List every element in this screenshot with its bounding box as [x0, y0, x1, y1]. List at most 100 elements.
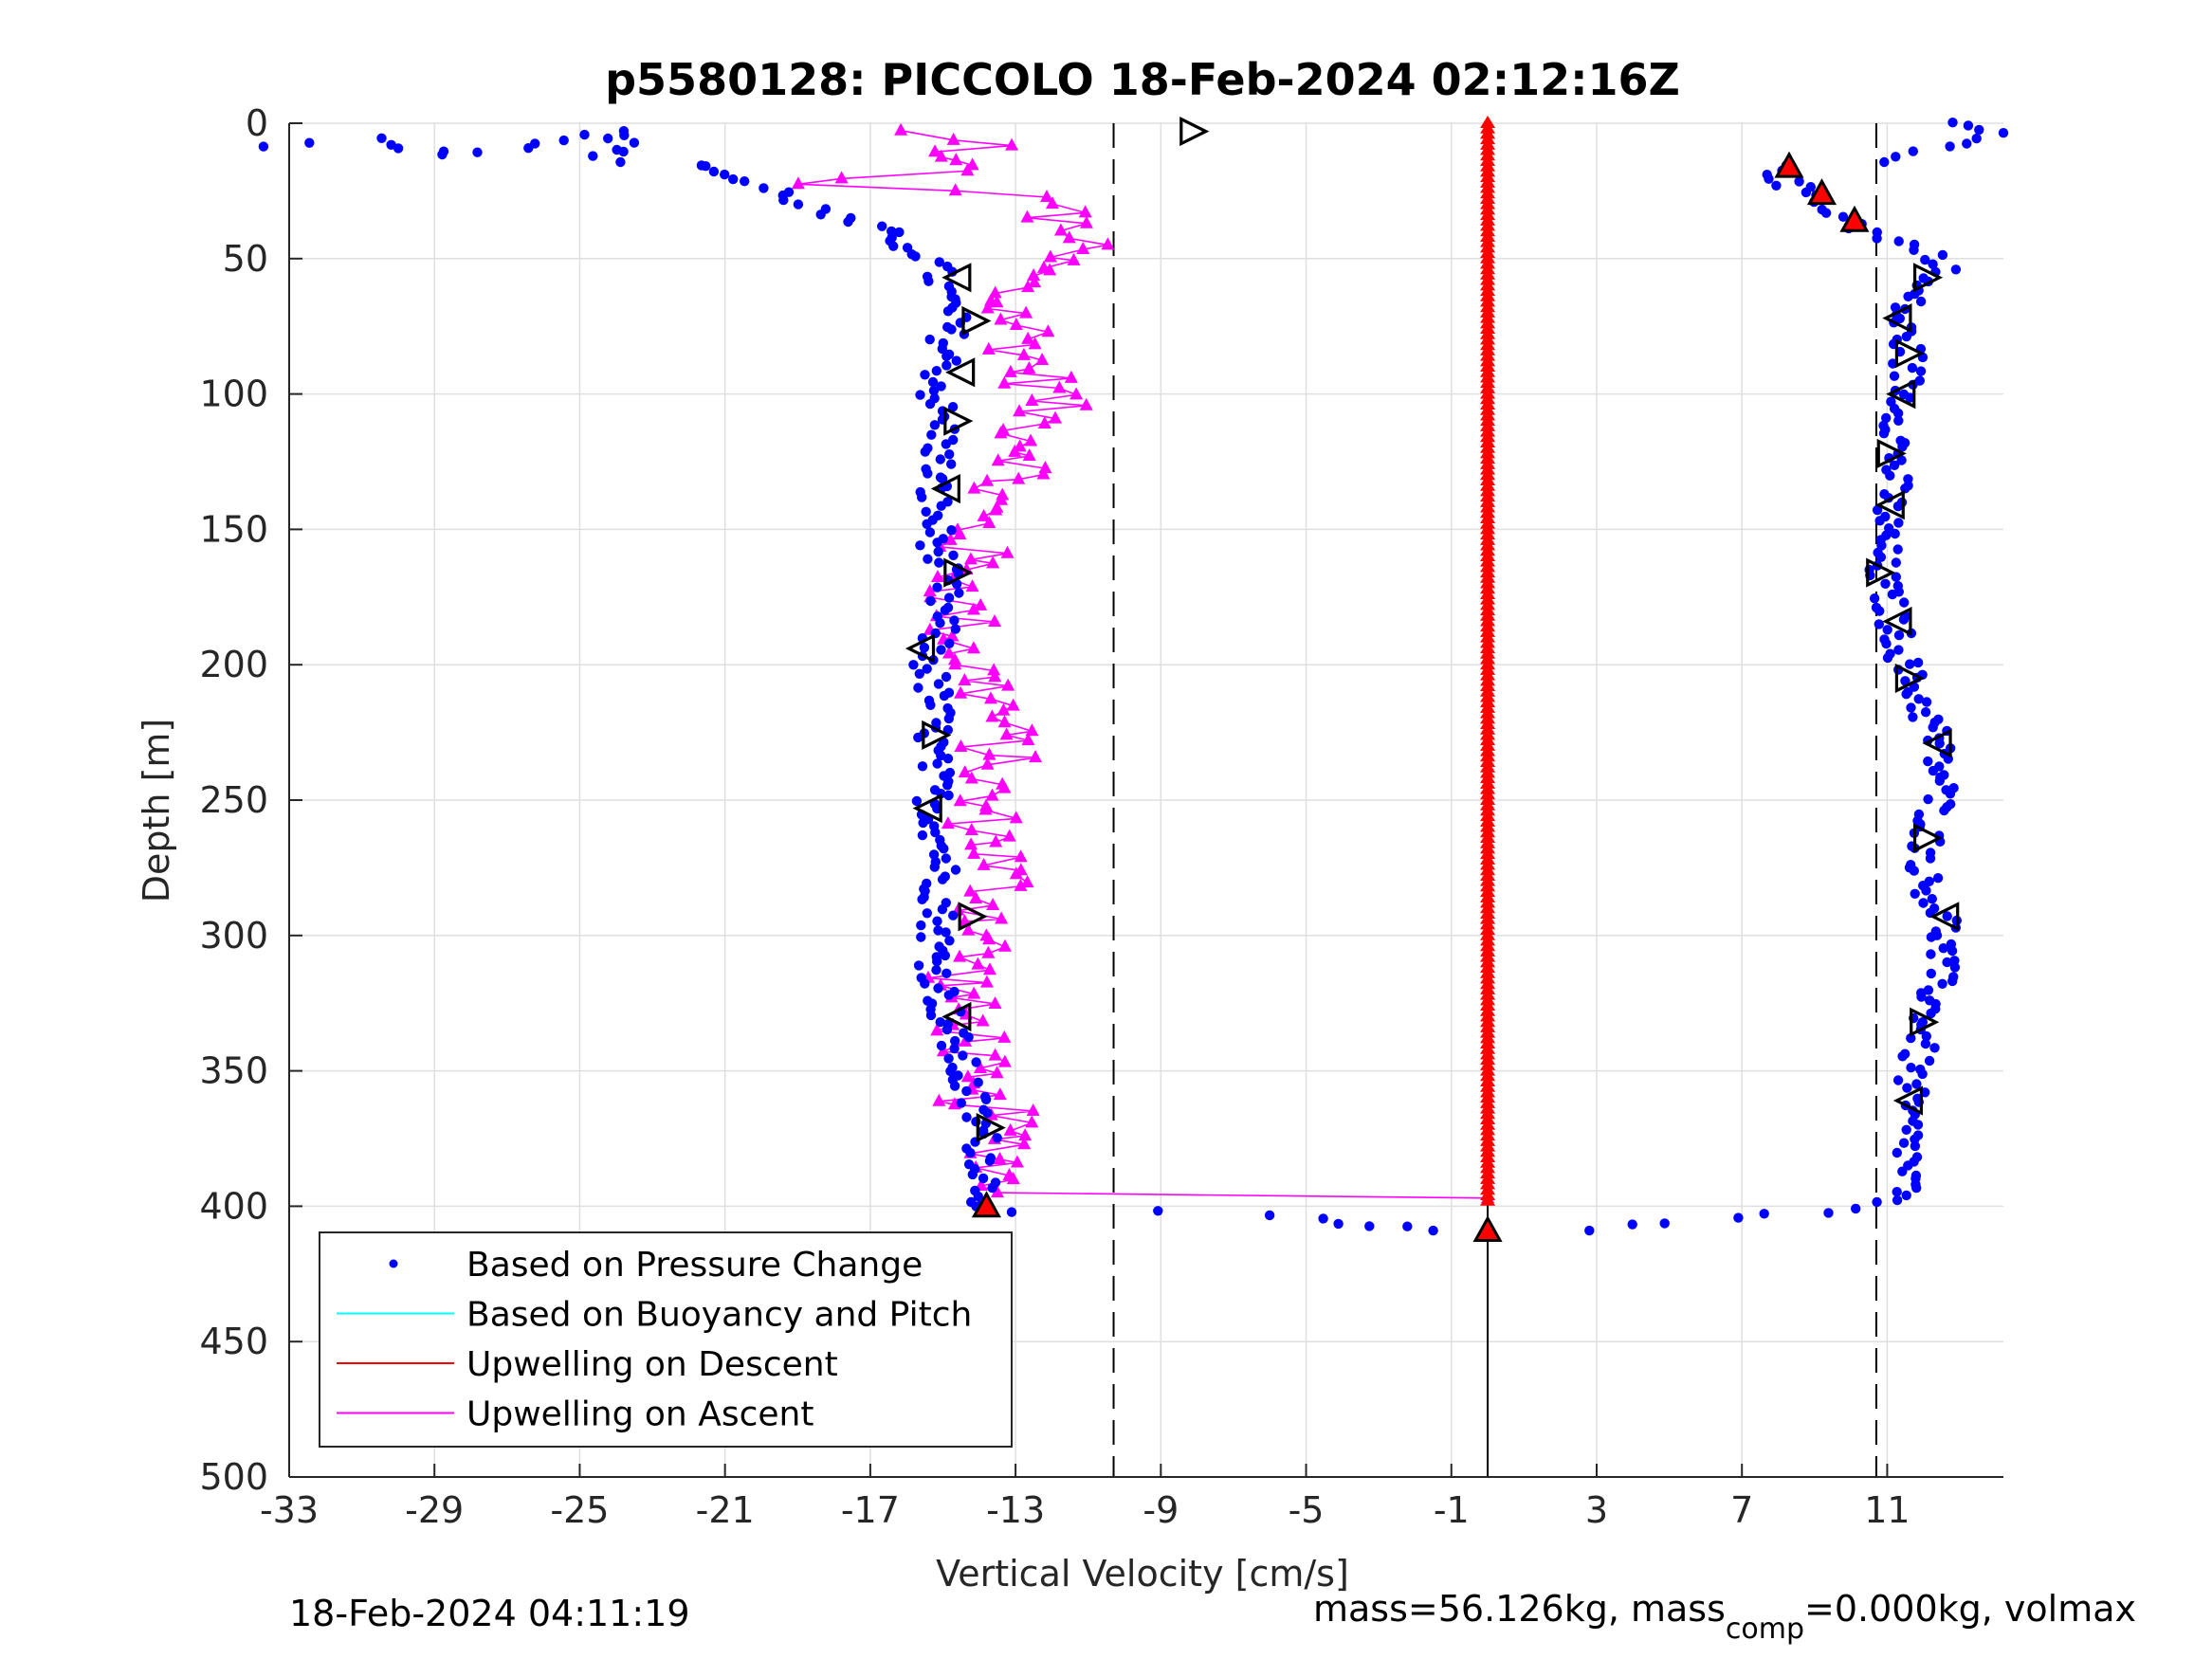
pressure-change-point: [1945, 789, 1956, 799]
pressure-change-point: [978, 1173, 989, 1184]
pressure-change-point: [1911, 1079, 1922, 1089]
pressure-change-point: [1878, 428, 1890, 439]
pressure-change-point: [1891, 557, 1902, 568]
upwelling-ascent-point: [988, 995, 1002, 1009]
pressure-change-point: [1906, 702, 1916, 713]
pressure-change-point: [1962, 138, 1972, 149]
pressure-change-point: [932, 758, 942, 769]
pressure-change-point: [947, 402, 959, 412]
pressure-change-point: [932, 956, 942, 967]
chart-title: p5580128: PICCOLO 18-Feb-2024 02:12:16Z: [605, 54, 1680, 105]
upwelling-ascent-point: [949, 153, 963, 166]
pressure-change-point: [894, 227, 905, 238]
upwelling-ascent-point: [1018, 1128, 1033, 1141]
pressure-change-point: [913, 960, 924, 971]
pressure-change-point: [1947, 118, 1958, 128]
pressure-change-point: [1913, 694, 1924, 704]
x-tick-label: -17: [841, 1489, 900, 1531]
pressure-change-point: [1882, 625, 1892, 635]
pressure-change-point: [922, 519, 932, 529]
upwelling-ascent-point: [985, 709, 999, 722]
upwelling-ascent-point: [941, 816, 955, 830]
descent-triangle-marker: [941, 1001, 972, 1032]
upwelling-ascent-point: [1021, 280, 1035, 293]
pressure-change-point: [943, 1053, 954, 1064]
footer-mass-info: mass=56.126kg, masscomp=0.000kg, volmax: [1313, 1588, 2136, 1646]
upwelling-ascent-point: [1013, 404, 1027, 417]
pressure-change-point: [1893, 629, 1905, 641]
descent-triangle-marker: [941, 263, 972, 293]
upwelling-ascent-point: [932, 1093, 946, 1106]
ascent-triangle-marker: [1882, 303, 1912, 334]
upwelling-ascent-point: [994, 312, 1008, 325]
upwelling-ascent-point: [966, 641, 980, 654]
pressure-change-point: [1947, 945, 1958, 957]
pressure-change-point: [1998, 128, 2009, 138]
y-tick-label: 500: [199, 1456, 268, 1498]
pressure-change-point: [941, 351, 952, 361]
pressure-change-point: [935, 454, 945, 465]
upwelling-ascent-point: [974, 597, 988, 611]
upwelling-ascent-point: [1079, 215, 1093, 228]
upwelling-ascent-point: [987, 663, 1001, 676]
pressure-change-point: [1918, 898, 1929, 908]
x-tick-label: -9: [1143, 1489, 1179, 1531]
pressure-change-point: [941, 360, 952, 371]
upwelling-ascent-point: [973, 1060, 987, 1073]
pressure-change-point: [942, 780, 953, 791]
upwelling-ascent-point: [988, 1048, 1002, 1061]
upwelling-ascent-point: [988, 669, 1002, 683]
upwelling-ascent-point: [1037, 416, 1051, 429]
ascent-triangle-marker: [1922, 728, 1952, 758]
upwelling-ascent-point: [967, 481, 981, 494]
pressure-change-point: [917, 894, 927, 904]
pressure-change-point: [1892, 1194, 1903, 1206]
pressure-change-point: [1627, 1219, 1637, 1230]
pressure-change-point: [1892, 501, 1904, 512]
descent-triangle-marker: [930, 473, 960, 504]
pressure-change-point: [937, 904, 948, 915]
pressure-change-point: [943, 713, 954, 724]
pressure-change-point: [778, 194, 789, 206]
x-tick-label: -1: [1434, 1489, 1470, 1531]
pressure-change-point: [967, 1169, 978, 1180]
descent-triangle-marker: [922, 720, 952, 751]
pressure-change-point: [793, 199, 804, 210]
upwelling-ascent-point: [982, 962, 996, 975]
ascent-triangle-marker: [1876, 438, 1907, 469]
pressure-change-point: [949, 1043, 960, 1054]
pressure-change-point: [1897, 1051, 1908, 1062]
upwelling-ascent-point: [1028, 337, 1042, 350]
pressure-change-point: [1924, 1055, 1935, 1066]
upwelling-ascent-point: [948, 657, 962, 670]
pressure-change-point: [950, 865, 961, 875]
upwelling-ascent-point: [1019, 305, 1033, 319]
pressure-change-point: [1264, 1210, 1275, 1221]
descent-triangle-marker: [943, 406, 974, 436]
upwelling-ascent-point: [960, 163, 975, 176]
upwelling-ascent-point: [1035, 353, 1050, 366]
pressure-change-point: [1902, 1083, 1912, 1093]
legend-entry-label: Based on Pressure Change: [466, 1246, 923, 1285]
pressure-change-point: [1912, 657, 1924, 668]
pressure-change-point: [913, 683, 923, 693]
upwelling-ascent-point: [1006, 698, 1020, 711]
pressure-change-point: [948, 910, 959, 921]
pressure-change-point: [1823, 1208, 1834, 1218]
pressure-change-point: [1897, 442, 1908, 452]
pressure-change-point: [1916, 992, 1927, 1002]
y-tick-label: 300: [199, 915, 268, 957]
ascent-triangle-marker: [1929, 902, 1960, 932]
pressure-change-point: [815, 210, 826, 220]
descent-triangle-marker: [1179, 116, 1210, 147]
pressure-change-point: [1927, 894, 1938, 904]
pressure-change-point: [926, 429, 937, 440]
pressure-change-point: [924, 398, 936, 410]
pressure-change-point: [708, 166, 720, 177]
x-tick-label: 3: [1585, 1489, 1608, 1531]
upwelling-ascent-point: [1002, 829, 1016, 842]
pressure-change-point: [973, 1191, 984, 1202]
pressure-change-point: [923, 276, 934, 286]
upwelling-ascent-point: [934, 149, 948, 162]
upwelling-ascent-point: [894, 122, 908, 136]
